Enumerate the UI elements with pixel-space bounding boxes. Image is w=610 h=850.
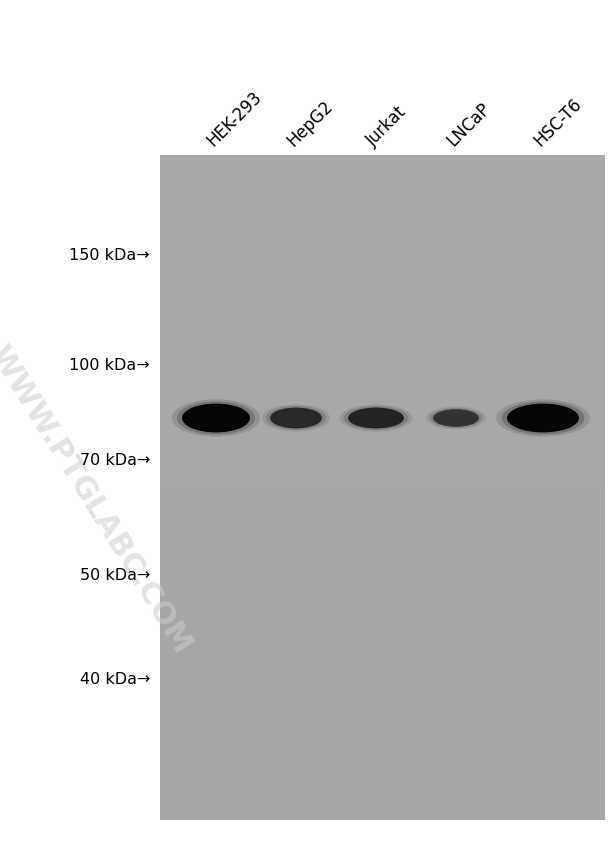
Bar bbox=[160, 488, 605, 820]
Ellipse shape bbox=[270, 408, 322, 428]
Ellipse shape bbox=[262, 405, 330, 432]
Ellipse shape bbox=[266, 406, 326, 430]
Text: 100 kDa→: 100 kDa→ bbox=[70, 358, 150, 372]
Ellipse shape bbox=[433, 409, 479, 427]
Text: 70 kDa→: 70 kDa→ bbox=[80, 452, 150, 468]
Ellipse shape bbox=[177, 401, 255, 434]
Ellipse shape bbox=[429, 408, 483, 428]
Ellipse shape bbox=[426, 406, 486, 429]
Ellipse shape bbox=[507, 404, 579, 433]
Text: WWW.PTGLABC.COM: WWW.PTGLABC.COM bbox=[0, 341, 197, 659]
Text: 50 kDa→: 50 kDa→ bbox=[80, 568, 150, 582]
Ellipse shape bbox=[340, 405, 412, 432]
Text: HSC-T6: HSC-T6 bbox=[530, 95, 585, 150]
Ellipse shape bbox=[182, 404, 250, 433]
Text: 40 kDa→: 40 kDa→ bbox=[80, 672, 150, 688]
Ellipse shape bbox=[501, 401, 584, 434]
Ellipse shape bbox=[496, 400, 590, 437]
Bar bbox=[160, 155, 605, 820]
Ellipse shape bbox=[172, 400, 260, 437]
Ellipse shape bbox=[348, 408, 404, 428]
Text: Jurkat: Jurkat bbox=[364, 103, 410, 150]
Text: LNCaP: LNCaP bbox=[443, 99, 494, 150]
Text: 150 kDa→: 150 kDa→ bbox=[70, 247, 150, 263]
Text: HepG2: HepG2 bbox=[283, 97, 336, 150]
Text: HEK-293: HEK-293 bbox=[203, 88, 265, 150]
Ellipse shape bbox=[344, 406, 408, 430]
